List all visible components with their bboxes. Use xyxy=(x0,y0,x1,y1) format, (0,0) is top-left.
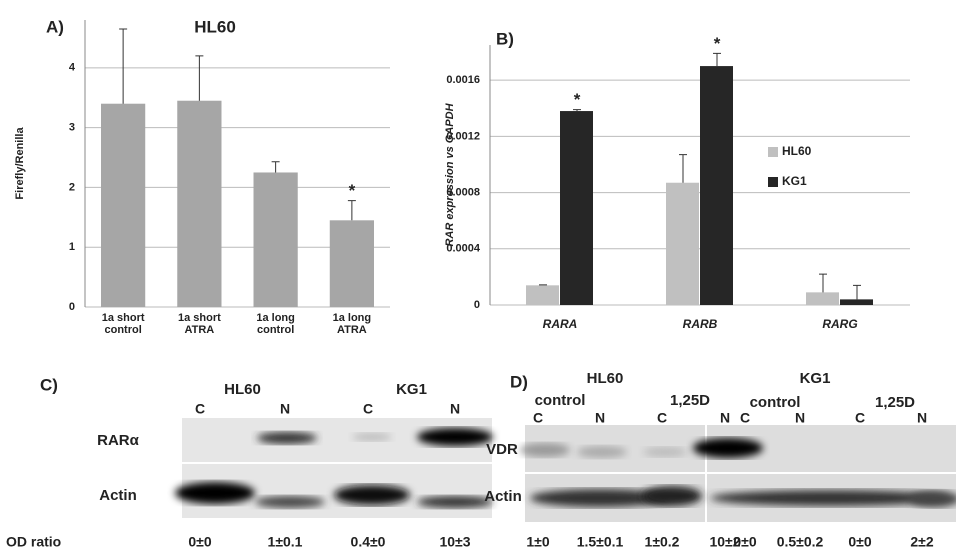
error-bar xyxy=(679,155,687,183)
panel-label: C) xyxy=(40,375,58,394)
bar xyxy=(330,220,374,307)
ratio-value: 1.5±0.1 xyxy=(577,534,624,550)
panel-label: B) xyxy=(496,29,514,48)
error-bar xyxy=(573,110,581,111)
row-label: Actin xyxy=(484,488,522,505)
lane-label: N xyxy=(280,401,290,417)
condition-label: control xyxy=(750,394,801,411)
condition-label: 1,25D xyxy=(875,394,915,411)
error-bar xyxy=(348,201,356,221)
bar xyxy=(560,111,593,305)
row-label: Actin xyxy=(99,487,137,504)
error-bar xyxy=(819,274,827,292)
y-tick-label: 4 xyxy=(69,62,76,74)
bar xyxy=(700,66,733,305)
x-tick-label-box: 1a short control xyxy=(91,312,155,352)
chart-title: HL60 xyxy=(194,17,236,36)
y-tick-label: 0.0008 xyxy=(446,186,480,198)
ratio-value: 10±3 xyxy=(439,534,470,550)
bar xyxy=(177,101,221,307)
x-tick-label: 1a short control xyxy=(91,312,155,336)
x-tick-label-box: 1a long ATRA xyxy=(320,312,384,352)
ratio-value: 2±2 xyxy=(910,534,933,550)
lane-label: C xyxy=(657,410,667,426)
row-label: VDR xyxy=(486,441,518,458)
legend-swatch xyxy=(768,147,778,157)
ratio-label: OD ratio xyxy=(6,534,61,550)
y-tick-label: 2 xyxy=(69,181,75,193)
lane-label: N xyxy=(595,410,605,426)
group-label: HL60 xyxy=(587,370,624,387)
error-bar xyxy=(853,285,861,299)
ratio-value: 0±0 xyxy=(848,534,871,550)
x-tick-label-box: 1a short ATRA xyxy=(167,312,231,352)
x-tick-label: RARG xyxy=(822,317,857,331)
y-tick-label: 1 xyxy=(69,241,75,253)
y-tick-label: 0.0016 xyxy=(446,74,480,86)
group-label: KG1 xyxy=(396,381,427,398)
condition-label: control xyxy=(535,392,586,409)
annotation: * xyxy=(574,90,581,109)
panel-label: D) xyxy=(510,372,528,391)
lane-label: C xyxy=(195,401,205,417)
row-label: RARα xyxy=(97,432,139,449)
bar xyxy=(840,299,873,305)
lane-label: C xyxy=(533,410,543,426)
x-tick-label-box: 1a long control xyxy=(244,312,308,352)
error-bar xyxy=(272,162,280,173)
ratio-value: 1±0 xyxy=(526,534,549,550)
legend-label: KG1 xyxy=(782,174,807,188)
panel-label: A) xyxy=(46,17,64,36)
ratio-value: 1±0.1 xyxy=(268,534,303,550)
ratio-value: 0±0 xyxy=(188,534,211,550)
error-bar xyxy=(195,56,203,101)
group-label: KG1 xyxy=(800,370,831,387)
bar xyxy=(254,172,298,307)
lane-label: N xyxy=(795,410,805,426)
ratio-value: 0.4±0 xyxy=(351,534,386,550)
x-tick-label: 1a long ATRA xyxy=(320,312,384,336)
group-label: HL60 xyxy=(224,381,261,398)
y-tick-label: 0.0004 xyxy=(446,243,481,255)
lane-label: N xyxy=(720,410,730,426)
error-bar xyxy=(119,29,127,104)
annotation: * xyxy=(349,181,356,200)
bar xyxy=(526,285,559,305)
legend-label: HL60 xyxy=(782,144,812,158)
lane-label: C xyxy=(363,401,373,417)
y-tick-label: 0 xyxy=(474,299,480,311)
ratio-value: 1±0.2 xyxy=(645,534,680,550)
lane-label: C xyxy=(855,410,865,426)
y-tick-label: 3 xyxy=(69,122,75,134)
lane-label: N xyxy=(917,410,927,426)
ratio-value: 0.5±0.2 xyxy=(777,534,824,550)
x-tick-label: 1a long control xyxy=(244,312,308,336)
annotation: * xyxy=(714,34,721,53)
bar xyxy=(101,104,145,307)
x-tick-label: RARB xyxy=(683,317,718,331)
lane-label: C xyxy=(740,410,750,426)
bar xyxy=(666,183,699,305)
x-tick-label: RARA xyxy=(543,317,578,331)
y-tick-label: 0 xyxy=(69,301,75,313)
legend-swatch xyxy=(768,177,778,187)
lane-label: N xyxy=(450,401,460,417)
ratio-value: 0±0 xyxy=(733,534,756,550)
y-axis-label: RAR expression vs GAPDH xyxy=(444,102,456,246)
bar xyxy=(806,292,839,305)
x-tick-label: 1a short ATRA xyxy=(167,312,231,336)
error-bar xyxy=(713,53,721,66)
y-axis-label: Firefly/Renilla xyxy=(14,127,26,200)
y-tick-label: 0.0012 xyxy=(446,130,480,142)
condition-label: 1,25D xyxy=(670,392,710,409)
figure: A) HL60 Firefly/Renilla 0 1 2 3 4 1a short contr… xyxy=(0,0,956,552)
